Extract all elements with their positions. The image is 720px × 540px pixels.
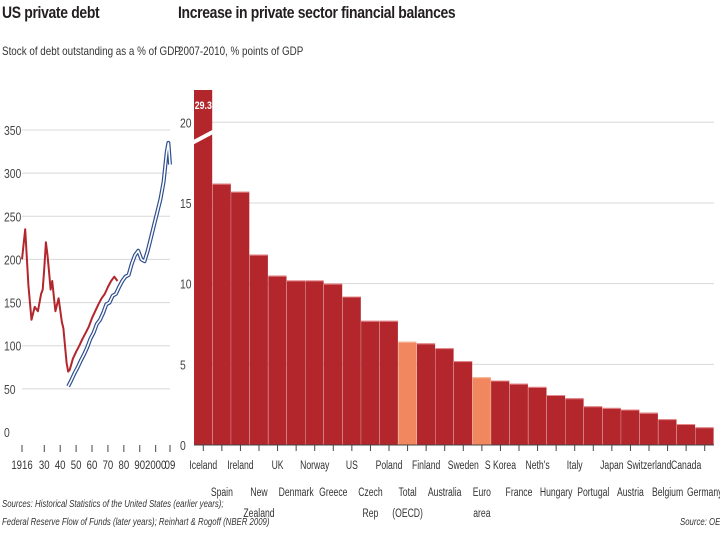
right-category-label: area [473, 508, 490, 521]
bar-spain [212, 183, 231, 445]
left-y-tick-label: 350 [4, 124, 22, 138]
left-x-tick-label: 60 [87, 459, 98, 472]
right-category-label: Neth's [525, 460, 549, 473]
bar-australia [435, 348, 454, 445]
right-category-label: US [346, 460, 358, 473]
bar-greece [324, 283, 343, 445]
left-x-tick-label: 50 [71, 459, 82, 472]
right-category-label: Finland [412, 460, 440, 473]
left-x-tick-label: 09 [165, 459, 176, 472]
bar-uk [268, 275, 287, 445]
right-category-label: Denmark [279, 487, 315, 500]
right-chart-subtitle: 2007-2010, % points of GDP [178, 44, 304, 58]
left-chart-title: US private debt [2, 3, 100, 22]
right-y-tick-label: 15 [180, 197, 192, 211]
right-category-label: Norway [300, 460, 330, 473]
bar-neth-s [528, 386, 547, 445]
right-category-label: Zealand [243, 508, 274, 521]
right-category-label: Australia [428, 487, 462, 500]
left-sources-line2: Federal Reserve Flow of Funds (later yea… [2, 517, 270, 528]
right-category-label: Germany [687, 487, 720, 500]
right-y-tick-label: 5 [180, 358, 186, 372]
bar-hungary [546, 395, 566, 445]
left-x-tick-label: 70 [103, 459, 114, 472]
bar-ireland [231, 191, 250, 445]
right-category-label: Austria [617, 487, 644, 500]
right-category-label: Belgium [652, 487, 683, 500]
bar-sweden [454, 361, 473, 445]
right-category-label: S Korea [485, 460, 516, 473]
left-y-tick-label: 0 [4, 426, 10, 440]
right-category-label: (OECD) [392, 508, 423, 521]
bar-switzerland [639, 412, 658, 445]
bar-france [509, 383, 528, 445]
right-category-label: Italy [567, 460, 583, 473]
bar-new-zealand [249, 254, 268, 445]
left-series-line-outer [66, 140, 172, 388]
bar-s-korea [491, 380, 510, 445]
us-private-debt-chart: 0 50 100 150 200 250 300 350 1916 30 40 50 60 70 80 90 2… [4, 124, 175, 472]
right-category-label: Japan [600, 460, 624, 473]
bar-denmark [286, 280, 306, 445]
right-category-label: Poland [376, 460, 403, 473]
left-y-tick-label: 100 [4, 340, 22, 354]
right-y-tick-label: 0 [180, 439, 186, 453]
right-category-label: Total [398, 487, 416, 500]
left-chart-subtitle: Stock of debt outstanding as a % of GDP [2, 44, 181, 58]
bar-axis-break [191, 129, 216, 145]
left-x-tick-label: 80 [119, 459, 130, 472]
right-category-label: Canada [671, 460, 701, 473]
right-category-label: Sweden [448, 460, 479, 473]
bar-euro-area [472, 377, 491, 445]
left-x-tick-label: 90 [134, 459, 145, 472]
bar-iceland [194, 90, 213, 445]
left-sources-line1: Sources: Historical Statistics of the Un… [2, 499, 224, 510]
bar-portugal [584, 406, 603, 445]
left-series-line-inner [67, 142, 171, 387]
left-series-line [21, 228, 119, 373]
left-y-tick-label: 50 [4, 383, 16, 397]
right-y-tick-label: 10 [180, 278, 192, 292]
bar-italy [565, 398, 584, 445]
bar-germany [695, 427, 714, 446]
left-y-tick-label: 200 [4, 253, 22, 267]
right-category-label: Czech [358, 487, 383, 500]
right-category-label: New [250, 487, 268, 500]
right-category-label: France [506, 487, 533, 500]
left-x-tick-label: 40 [55, 459, 66, 472]
left-x-tick-label: 2000 [145, 459, 166, 472]
bar-total-oecd- [398, 341, 417, 445]
right-category-label: UK [272, 460, 284, 473]
right-category-label: Greece [319, 487, 347, 500]
left-y-tick-label: 250 [4, 210, 22, 224]
bar-poland [379, 320, 398, 446]
right-category-label: Euro [473, 487, 491, 500]
bar-belgium [658, 419, 677, 445]
right-category-label: Hungary [540, 487, 573, 500]
left-x-tick-label: 30 [39, 459, 50, 472]
left-y-tick-label: 300 [4, 167, 22, 181]
right-source: Source: OECD [680, 517, 720, 528]
left-y-tick-label: 150 [4, 297, 22, 311]
bar-japan [602, 407, 621, 445]
right-y-tick-label: 20 [180, 116, 192, 130]
left-x-tick-label: 1916 [11, 459, 32, 472]
bar-czech-rep [361, 320, 380, 446]
right-category-label: Switzerland [627, 460, 672, 473]
right-category-label: Rep [363, 508, 379, 521]
bar-austria [621, 409, 640, 445]
right-category-label: Iceland [189, 460, 217, 473]
bar-break-value-label: 29.3 [195, 100, 213, 112]
bar-canada [676, 424, 696, 445]
bar-norway [305, 280, 324, 445]
right-category-label: Portugal [577, 487, 609, 500]
right-chart-title: Increase in private sector financial bal… [178, 3, 456, 22]
bar-finland [416, 343, 436, 445]
right-category-label: Ireland [227, 460, 254, 473]
bar-us [342, 296, 361, 445]
right-category-label: Spain [211, 487, 233, 500]
